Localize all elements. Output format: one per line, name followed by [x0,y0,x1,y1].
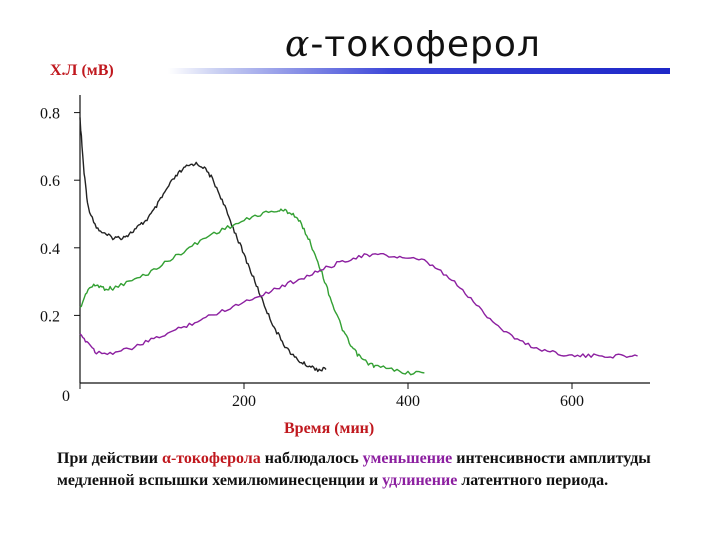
y-tick-label: 0.2 [40,308,60,325]
y-tick-label: 0.6 [40,173,60,190]
x-axis-label: Время (мин) [284,420,375,437]
y-tick-label: 0.4 [40,241,60,258]
series-group [79,117,638,376]
series-line-2 [79,208,425,376]
x-tick-label: 600 [560,393,584,410]
caption-part-3: наблюдалось [260,450,363,467]
x-tick-label: 400 [396,393,420,410]
x-tick-label: 0 [62,388,70,405]
slide-caption: При действии α-токоферола наблюдалось ум… [57,448,677,492]
title-underline-bar [168,68,670,74]
caption-decrease: уменьшение [362,450,453,467]
caption-prolongation: удлинение [382,472,458,489]
x-tick-label: 200 [232,393,256,410]
title-alpha-symbol: α [285,24,311,65]
slide-title: α-токоферол [285,24,541,65]
axes [79,95,650,384]
y-tick-label: 0.8 [40,106,60,123]
ticks-group: 0 200 400 600 0.2 0.4 0.6 0.8 [40,106,584,410]
caption-part-5: интенсивности амплитуды медленной вспышк… [57,450,651,489]
caption-part-1: При действии [57,450,163,467]
caption-part-7: латентного периода. [457,472,609,489]
series-line-1 [79,117,327,373]
y-axis-label: Х.Л (мВ) [50,62,114,79]
title-text: -токоферол [310,24,541,65]
series-line-3 [79,253,638,359]
caption-tocopherol: α-токоферола [162,450,261,467]
